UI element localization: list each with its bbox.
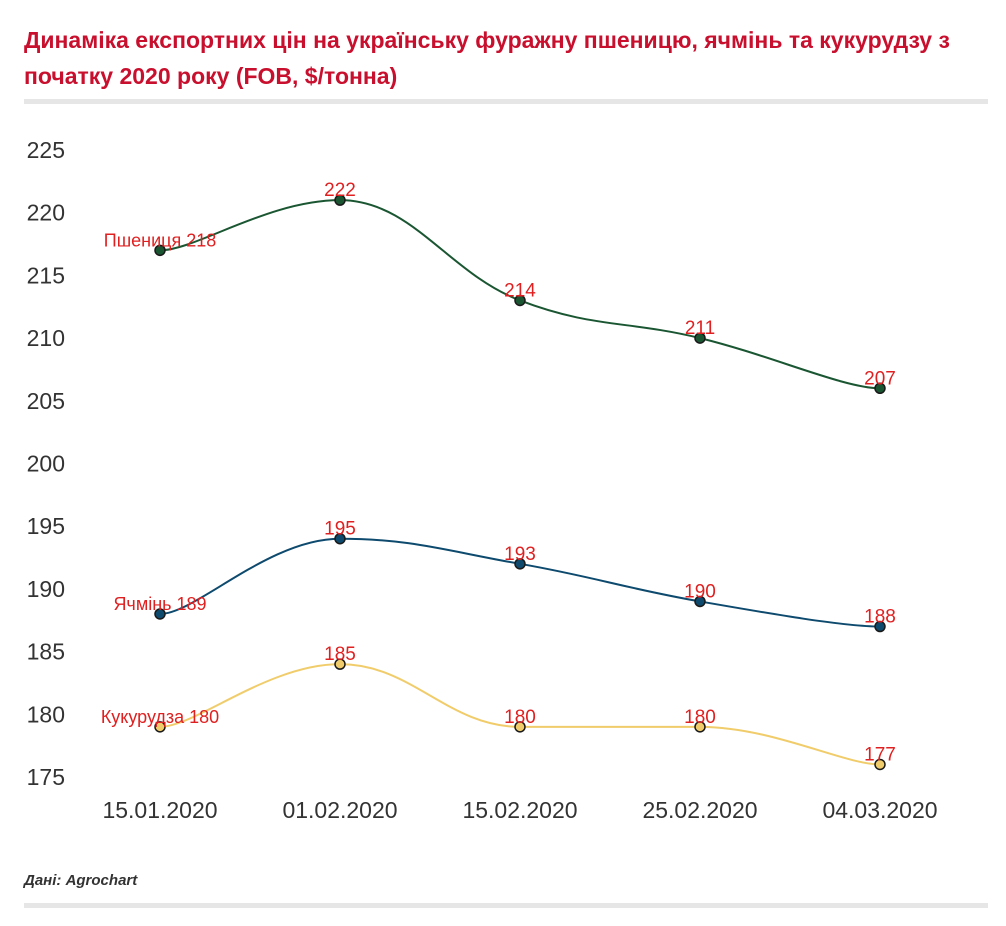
data-point [694, 332, 706, 344]
y-tick-label: 190 [27, 576, 65, 602]
data-label: 180 [684, 707, 716, 728]
data-point [514, 294, 526, 307]
y-tick-label: 180 [27, 701, 65, 727]
y-tick-label: 185 [27, 639, 65, 665]
data-point [334, 532, 346, 545]
source-note: Дані: Agrochart [24, 872, 138, 889]
data-label: Ячмінь 189 [113, 594, 206, 614]
data-label: 180 [504, 707, 536, 728]
y-tick-label: 215 [27, 262, 65, 288]
data-point [874, 758, 886, 771]
y-tick-label: 210 [27, 325, 65, 351]
data-label: 211 [685, 318, 715, 339]
y-tick-label: 175 [27, 764, 65, 790]
series-3: Кукурудза 180 185 180 180 177 [101, 644, 896, 771]
x-axis: 15.01.2020 01.02.2020 15.02.2020 25.02.2020… [102, 797, 937, 823]
data-label: 207 [864, 368, 896, 389]
series-2: Ячмінь 189 195 193 190 188 [113, 519, 896, 633]
data-point [694, 595, 706, 608]
y-axis: 225 220 215 210 205 200 195 190 185 180 175 [27, 137, 65, 790]
data-point [694, 721, 706, 733]
y-tick-label: 195 [27, 513, 65, 539]
title-divider [24, 99, 988, 104]
chart-title: Динаміка експортних цін на українську фу… [24, 27, 950, 89]
data-point [334, 658, 346, 670]
data-label: 214 [504, 280, 536, 301]
data-point [874, 382, 886, 395]
x-tick-label: 25.02.2020 [642, 797, 757, 823]
x-tick-label: 15.01.2020 [102, 797, 217, 823]
data-point [334, 194, 346, 206]
footer-divider [24, 903, 988, 908]
y-tick-label: 225 [27, 137, 65, 163]
x-tick-label: 04.03.2020 [822, 797, 937, 823]
data-point [154, 244, 166, 257]
y-tick-label: 220 [27, 200, 65, 226]
series-1: Пшениця 218 222 214 211 207 [104, 180, 896, 395]
y-tick-label: 200 [27, 451, 65, 477]
data-label: 190 [684, 581, 716, 602]
data-label: 188 [864, 607, 896, 628]
data-label: 193 [504, 544, 536, 565]
data-label: 177 [864, 744, 896, 765]
x-tick-label: 01.02.2020 [282, 797, 397, 823]
x-tick-label: 15.02.2020 [462, 797, 577, 823]
series-layer: Пшениця 218 222 214 211 207 Ячмінь 189 195 193 1… [101, 180, 896, 771]
data-label: Кукурудза 180 [101, 707, 219, 727]
data-point [514, 721, 526, 733]
data-point [874, 620, 886, 633]
data-label: 195 [324, 519, 356, 540]
data-point [154, 608, 166, 620]
data-label: 185 [324, 644, 356, 665]
data-label: 222 [324, 180, 356, 201]
y-tick-label: 205 [27, 388, 65, 414]
data-point [514, 558, 526, 570]
data-point [154, 721, 166, 733]
data-label: Пшениця 218 [104, 230, 216, 250]
